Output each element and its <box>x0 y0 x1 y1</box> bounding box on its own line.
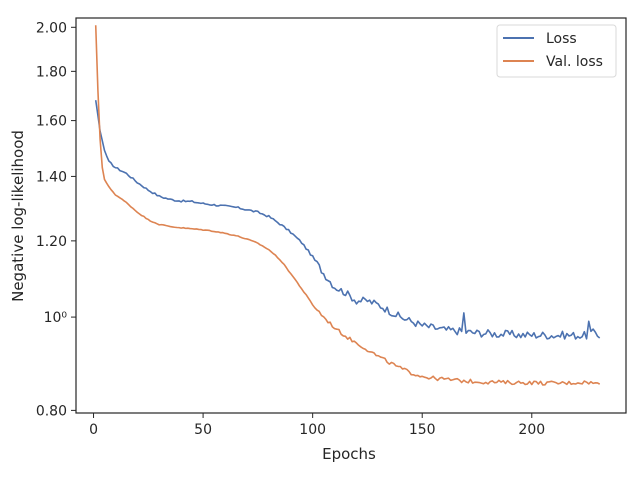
series-layer <box>94 25 601 386</box>
x-tick-label: 50 <box>194 422 212 438</box>
plot-frame <box>75 17 627 414</box>
legend: Loss Val. loss <box>496 24 617 78</box>
x-tick-label: 100 <box>299 422 326 438</box>
y-tick-label: 2.00 <box>36 20 67 36</box>
x-axis-ticks: 0 50 100 150 200 <box>89 413 545 438</box>
y-axis-ticks: 0.80 10⁰ 1.20 1.40 1.60 1.80 2.00 <box>36 20 76 419</box>
y-tick-label: 1.60 <box>36 114 67 130</box>
x-tick-label: 200 <box>518 422 545 438</box>
y-tick-label: 1.40 <box>36 169 67 185</box>
legend-label-val-loss: Val. loss <box>546 54 603 70</box>
series-line-val-loss <box>94 25 601 386</box>
y-tick-label: 0.80 <box>36 403 67 419</box>
legend-label-loss: Loss <box>546 31 577 47</box>
x-tick-label: 150 <box>409 422 436 438</box>
x-axis-label: Epochs <box>322 445 376 463</box>
x-tick-label: 0 <box>89 422 98 438</box>
y-tick-label: 10⁰ <box>44 310 68 326</box>
y-tick-label: 1.20 <box>36 234 67 250</box>
series-line-loss <box>94 100 601 340</box>
y-tick-label: 1.80 <box>36 64 67 80</box>
y-axis-label: Negative log-likelihood <box>9 130 27 302</box>
